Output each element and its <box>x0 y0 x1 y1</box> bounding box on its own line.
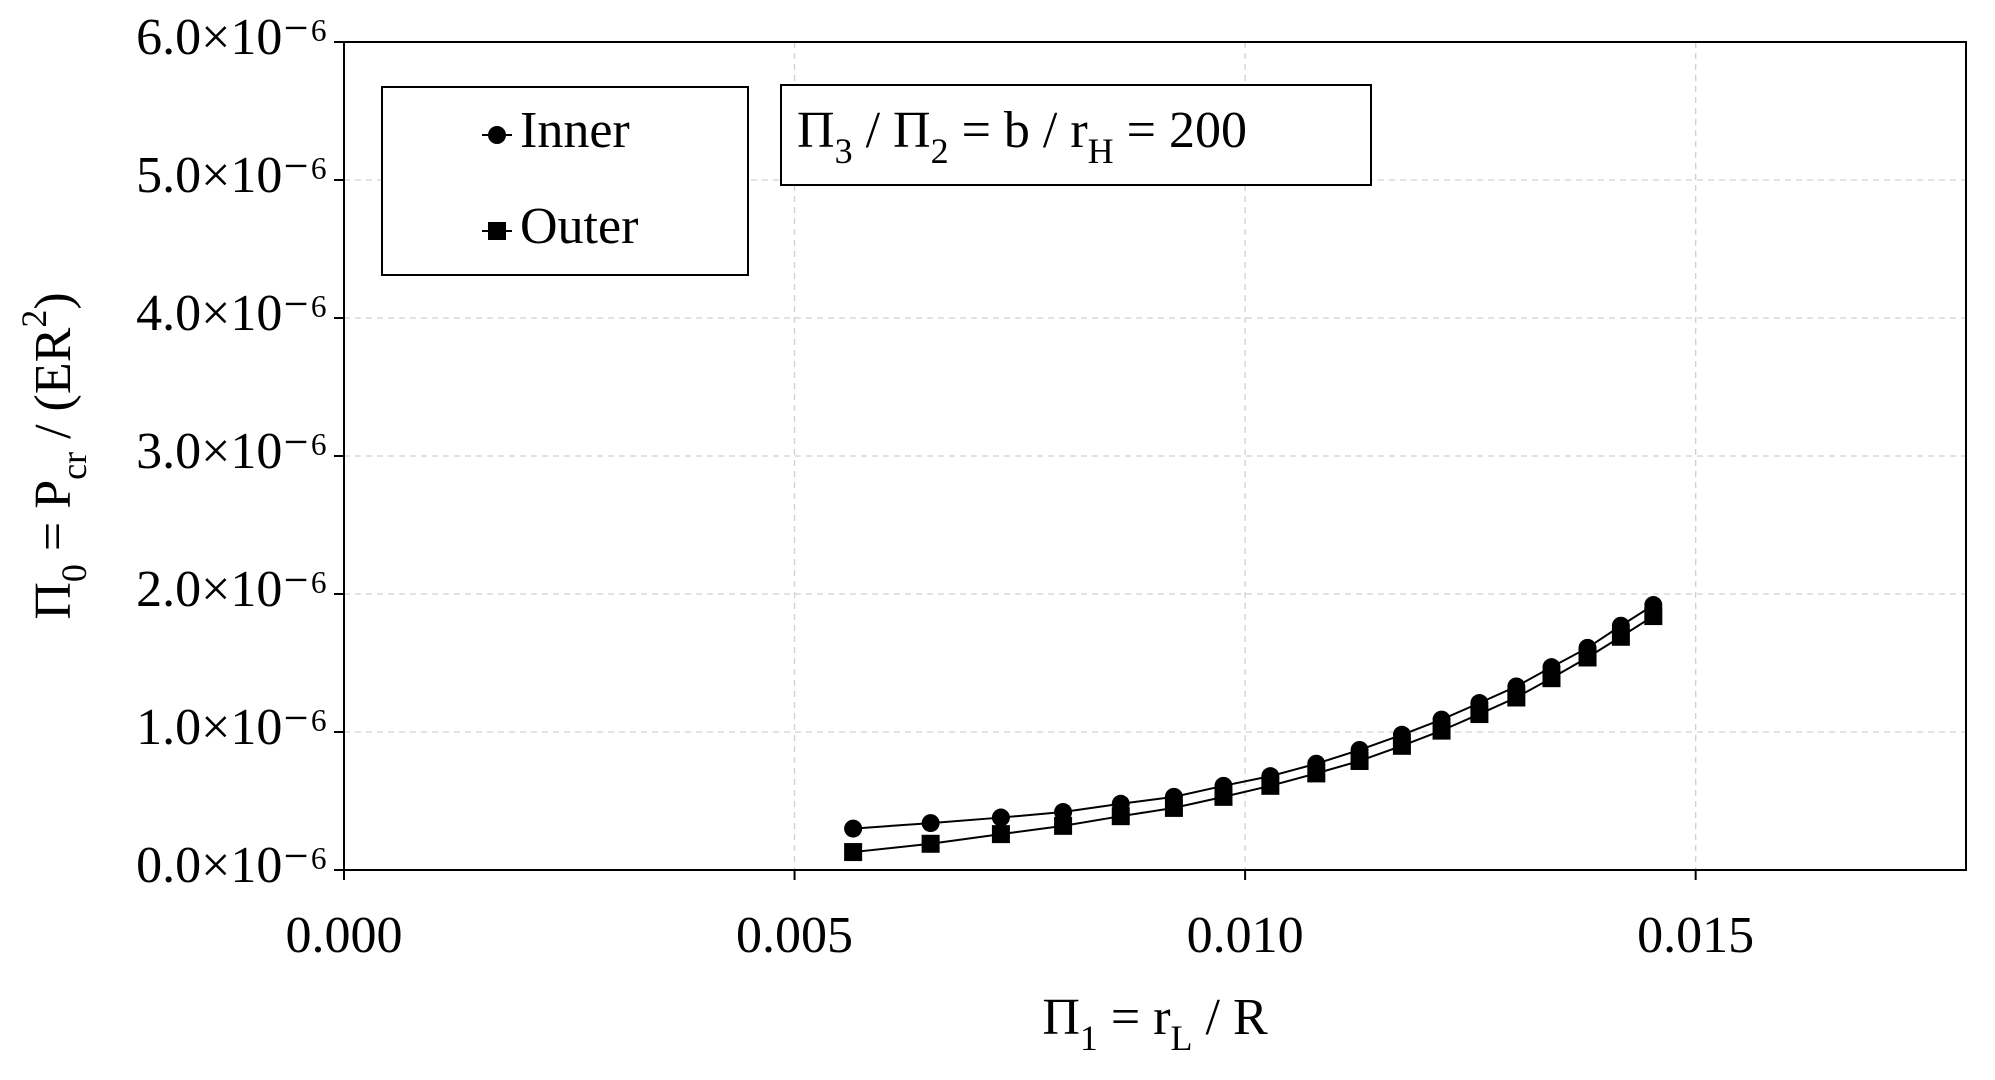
annotation-part: = b / r <box>949 102 1088 159</box>
legend-label: Inner <box>520 102 630 159</box>
marker <box>1392 736 1411 755</box>
annotation: Π3 / Π2 = b / rH = 200 <box>797 102 1247 171</box>
series-line <box>853 604 1654 830</box>
legend-label: Outer <box>520 198 638 255</box>
marker <box>1432 721 1451 740</box>
marker <box>1054 816 1073 835</box>
y-axis-label-part: 0 <box>54 564 94 582</box>
marker <box>1054 803 1073 822</box>
marker <box>991 808 1010 827</box>
annotation-part: = 200 <box>1114 102 1247 159</box>
y-tick-label: 2.0×10⁻⁶ <box>136 561 328 618</box>
x-tick-label: 0.000 <box>286 907 403 964</box>
y-axis-label-part: 2 <box>14 310 54 328</box>
x-axis-label-part: Π <box>1042 989 1080 1046</box>
y-axis-label: Π0 = Pcr / (ER2) <box>14 292 94 619</box>
marker <box>1578 648 1597 667</box>
y-axis-label-part: ) <box>25 292 82 309</box>
plot-frame <box>343 41 1967 871</box>
marker <box>1261 776 1280 795</box>
y-axis-label-part: Π <box>25 582 82 620</box>
marker <box>488 222 506 240</box>
x-axis-label: Π1 = rL / R <box>1042 989 1268 1058</box>
marker <box>1542 669 1561 688</box>
y-tick-label: 0.0×10⁻⁶ <box>136 837 328 894</box>
marker <box>844 843 863 862</box>
y-tick-label: 6.0×10⁻⁶ <box>136 9 328 66</box>
y-axis-label-part: / (ER <box>25 327 82 452</box>
marker <box>1350 751 1369 770</box>
marker <box>1611 627 1630 646</box>
annotation-box <box>780 84 1372 186</box>
y-tick-label: 4.0×10⁻⁶ <box>136 285 328 342</box>
x-tick-label: 0.005 <box>736 907 853 964</box>
annotation-part: H <box>1088 131 1114 171</box>
marker <box>1214 787 1233 806</box>
x-axis-label-part: / R <box>1193 989 1268 1046</box>
x-axis-label-part: = r <box>1098 989 1171 1046</box>
y-axis-label-part: = P <box>25 480 82 564</box>
marker <box>1307 764 1326 783</box>
annotation-part: / Π <box>853 102 931 159</box>
x-axis-label-part: 1 <box>1080 1018 1098 1058</box>
legend-box <box>381 86 749 276</box>
marker <box>921 834 940 853</box>
annotation-part: 3 <box>835 131 853 171</box>
marker <box>921 814 940 833</box>
marker <box>488 126 506 144</box>
marker <box>1644 607 1663 626</box>
y-tick-label: 1.0×10⁻⁶ <box>136 699 328 756</box>
x-axis-label-part: L <box>1171 1018 1193 1058</box>
x-tick-label: 0.015 <box>1637 907 1754 964</box>
marker <box>844 819 863 838</box>
y-tick-label: 5.0×10⁻⁶ <box>136 147 328 204</box>
y-axis-label-part: cr <box>54 452 94 480</box>
marker <box>1164 798 1183 817</box>
x-tick-label: 0.010 <box>1187 907 1304 964</box>
annotation-part: Π <box>797 102 835 159</box>
series-line <box>853 615 1654 854</box>
annotation-part: 2 <box>931 131 949 171</box>
marker <box>991 825 1010 844</box>
marker <box>1470 705 1489 724</box>
marker <box>1507 688 1526 707</box>
marker <box>1111 807 1130 826</box>
y-tick-label: 3.0×10⁻⁶ <box>136 423 328 480</box>
